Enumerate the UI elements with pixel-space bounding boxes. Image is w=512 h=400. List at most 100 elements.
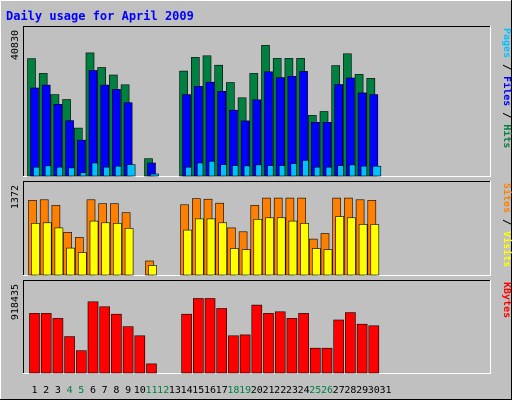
bar-files-day-21 [264, 71, 273, 177]
x-tick-label-day-26: 26 [321, 385, 333, 396]
bar-visits-day-9 [124, 228, 134, 276]
panel-hits-files-pages-max-label: 40830 [10, 30, 21, 60]
bar-visits-day-6 [89, 220, 99, 276]
x-tick-label-day-29: 29 [356, 385, 368, 396]
panel-hits-files-pages-legend: Pages / Files / Hits [501, 28, 512, 148]
bar-visits-day-15 [195, 218, 204, 276]
bar-visits-day-28 [347, 217, 356, 276]
bar-kbytes-day-16 [204, 298, 216, 374]
bar-kbytes-day-30 [368, 325, 380, 374]
bar-kbytes-day-21 [263, 313, 274, 374]
bar-visits-day-24 [300, 223, 309, 276]
bar-kbytes-day-2 [40, 313, 52, 374]
bar-files-day-2 [41, 84, 51, 177]
bar-kbytes-day-1 [29, 313, 40, 374]
bar-files-day-20 [252, 99, 262, 177]
x-tick-label-day-14: 14 [181, 385, 193, 396]
bar-kbytes-day-22 [274, 311, 286, 374]
x-tick-label-day-16: 16 [204, 385, 216, 396]
panel-hits-files-pages-legend-part-2: Files [501, 76, 512, 106]
x-tick-label-day-7: 7 [102, 385, 108, 396]
bar-files-day-5 [77, 139, 86, 177]
bar-visits-day-23 [288, 220, 298, 276]
panel-sites-visits-max-label: 1372 [10, 185, 21, 209]
panel-sites-visits-legend: Sites / Visits [501, 183, 512, 267]
bar-files-day-1 [30, 87, 39, 177]
panel-hits-files-pages-legend-part-3: / [501, 106, 512, 124]
panel-kbytes-max-label: 918435 [10, 284, 21, 320]
bar-files-day-15 [194, 86, 203, 177]
chart-title: Daily usage for April 2009 [6, 9, 194, 23]
x-tick-label-day-23: 23 [286, 385, 298, 396]
x-tick-label-day-1: 1 [31, 385, 37, 396]
x-tick-label-day-9: 9 [125, 385, 131, 396]
bar-pages-day-11 [150, 173, 159, 177]
x-tick-label-day-21: 21 [262, 385, 274, 396]
bar-kbytes-day-8 [111, 313, 122, 374]
bar-files-day-7 [100, 84, 109, 177]
bar-files-day-3 [53, 104, 63, 177]
x-tick-label-day-8: 8 [113, 385, 119, 396]
x-tick-label-day-6: 6 [90, 385, 96, 396]
x-tick-label-day-17: 17 [216, 385, 228, 396]
bar-kbytes-day-25 [309, 347, 321, 374]
x-tick-label-day-13: 13 [169, 385, 181, 396]
panel-kbytes-legend: KBytes [501, 282, 512, 318]
x-axis-labels: 1 2 3 4 5 6 7 8 9 10 11 12 13 14 15 16 17 18 19 20 21 22 23 24 2… [31, 385, 391, 396]
panel-hits-files-pages-legend-part-1: / [501, 58, 512, 76]
bar-kbytes-day-24 [298, 313, 309, 374]
bar-visits-day-7 [101, 222, 110, 276]
panel-sites-visits-legend-part-2: Visits [501, 231, 512, 267]
bar-visits-day-29 [358, 224, 368, 276]
bar-kbytes-day-20 [251, 304, 263, 374]
x-tick-label-day-2: 2 [43, 385, 49, 396]
bar-kbytes-day-11 [146, 363, 157, 374]
bar-kbytes-day-5 [76, 350, 87, 374]
panel-sites-visits-legend-part-0: Sites [501, 183, 512, 213]
x-tick-label-day-31: 31 [379, 385, 391, 396]
panel-hits-files-pages-legend-part-0: Pages [501, 28, 512, 58]
x-tick-label-day-19: 19 [239, 385, 251, 396]
bar-visits-day-16 [206, 218, 216, 276]
bar-kbytes-day-19 [239, 334, 251, 374]
bar-kbytes-day-6 [87, 301, 99, 374]
bar-visits-day-25 [311, 248, 321, 276]
bar-visits-day-22 [276, 217, 286, 276]
bar-visits-day-26 [323, 249, 333, 276]
bar-files-day-23 [287, 76, 297, 177]
bar-visits-day-17 [218, 222, 227, 276]
bar-visits-day-2 [42, 222, 52, 276]
x-tick-label-day-30: 30 [368, 385, 380, 396]
bar-files-day-27 [334, 84, 344, 177]
x-tick-label-day-5: 5 [78, 385, 84, 396]
bar-files-day-8 [112, 89, 121, 177]
bar-kbytes-day-10 [134, 335, 146, 374]
bar-kbytes-day-3 [52, 318, 64, 374]
bar-kbytes-day-7 [99, 306, 110, 374]
bar-visits-day-21 [265, 217, 274, 276]
bar-files-day-17 [217, 91, 226, 177]
x-tick-label-day-20: 20 [251, 385, 263, 396]
bar-visits-day-11 [148, 265, 157, 276]
bar-visits-day-20 [253, 219, 263, 276]
bar-files-day-22 [275, 77, 285, 177]
panel-kbytes-legend-part-0: KBytes [501, 282, 512, 318]
bar-visits-day-19 [241, 249, 251, 276]
x-tick-label-day-10: 10 [134, 385, 146, 396]
x-tick-label-day-18: 18 [227, 385, 239, 396]
x-tick-label-day-27: 27 [333, 385, 345, 396]
bar-kbytes-day-9 [122, 326, 134, 374]
chart-panels: 40830 Pages / Files / Hits 1372 Sites / Vis… [10, 26, 512, 374]
bar-visits-day-18 [230, 248, 239, 276]
x-tick-label-day-22: 22 [274, 385, 286, 396]
bar-kbytes-day-14 [181, 313, 192, 374]
bar-kbytes-day-28 [345, 312, 356, 374]
x-tick-label-day-15: 15 [192, 385, 204, 396]
bar-kbytes-day-17 [216, 308, 227, 374]
bar-visits-day-3 [54, 227, 64, 276]
x-tick-label-day-3: 3 [55, 385, 61, 396]
panel-sites-visits-legend-part-1: / [501, 213, 512, 231]
x-tick-label-day-4: 4 [67, 385, 73, 396]
bar-kbytes-day-15 [193, 298, 204, 374]
bar-kbytes-day-18 [228, 335, 239, 374]
